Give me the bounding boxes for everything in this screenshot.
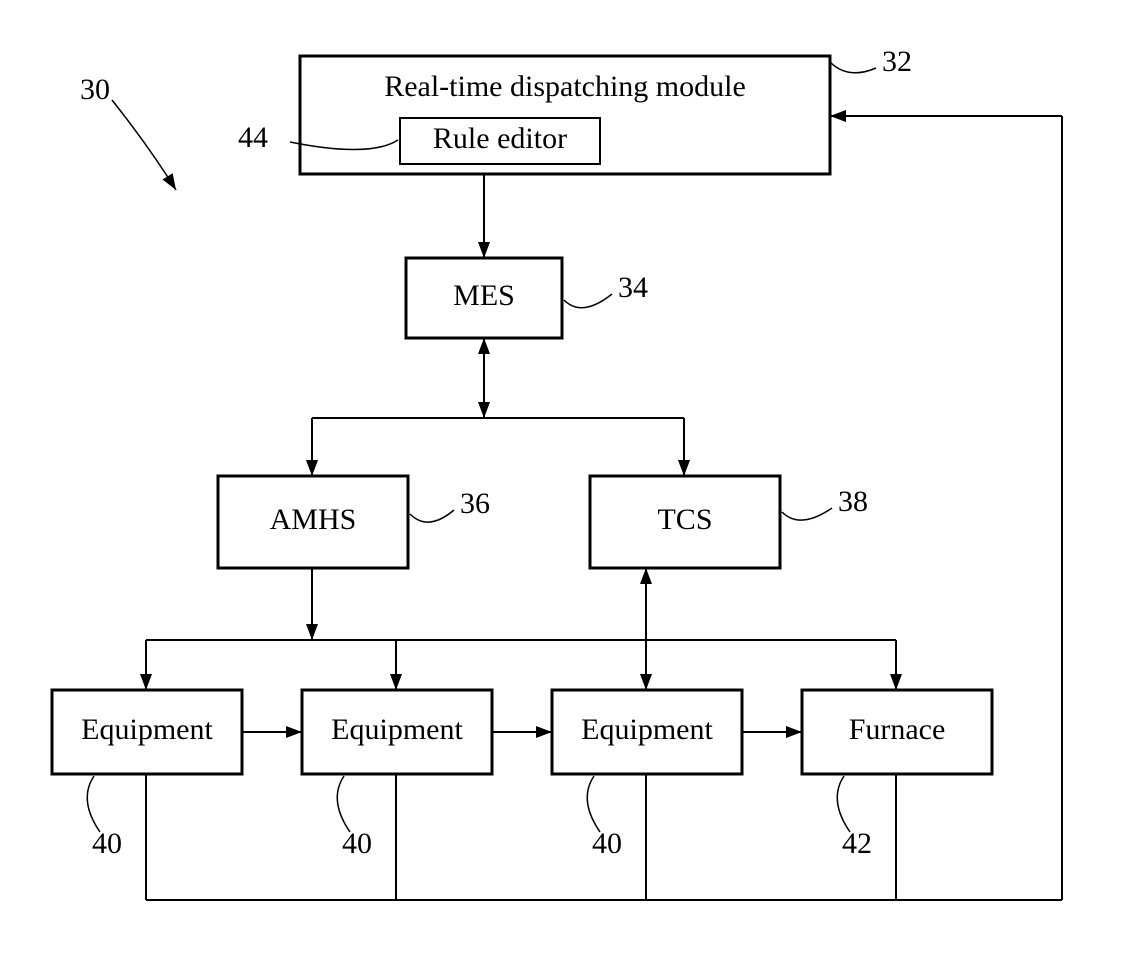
rule-label: Rule editor: [433, 122, 567, 155]
ref-34: 34: [618, 271, 648, 304]
leader-l30: [112, 100, 176, 190]
amhs-label: AMHS: [270, 503, 357, 536]
leader-l40c: [587, 776, 600, 832]
leader-l32: [830, 62, 876, 73]
ref-40b: 40: [342, 827, 372, 860]
leader-l38: [782, 508, 832, 520]
ref-38: 38: [838, 485, 868, 518]
leader-l34: [564, 294, 612, 308]
ref-40c: 40: [592, 827, 622, 860]
system-diagram: Real-time dispatching module Rule editor M…: [0, 0, 1127, 962]
tcs-label: TCS: [657, 503, 712, 536]
leader-l40b: [337, 776, 350, 832]
furn-label: Furnace: [849, 713, 946, 746]
ref-36: 36: [460, 487, 490, 520]
ref-42: 42: [842, 827, 872, 860]
ref-30: 30: [80, 73, 110, 106]
eq2-label: Equipment: [331, 713, 463, 746]
leader-l40a: [87, 776, 100, 832]
mes-label: MES: [453, 279, 515, 312]
eq3-label: Equipment: [581, 713, 713, 746]
ref-40a: 40: [92, 827, 122, 860]
rtdm-label: Real-time dispatching module: [384, 70, 746, 103]
ref-32: 32: [882, 45, 912, 78]
leader-l42: [837, 776, 850, 832]
leader-l36: [410, 510, 454, 522]
eq1-label: Equipment: [81, 713, 213, 746]
ref-44: 44: [238, 121, 268, 154]
